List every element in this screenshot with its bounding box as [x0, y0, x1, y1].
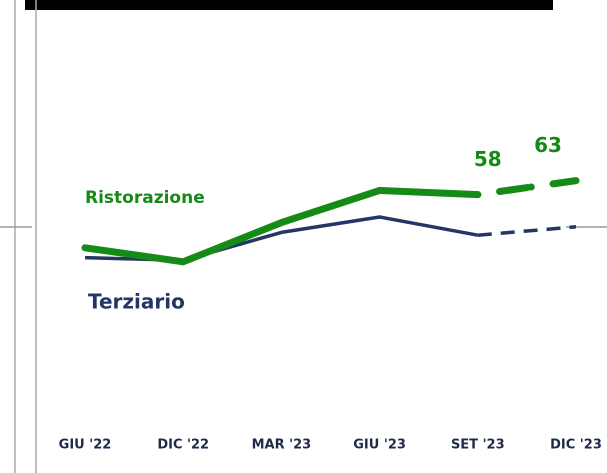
x-tick-label: DIC '23: [550, 438, 602, 453]
x-tick-label: GIU '23: [353, 438, 406, 453]
data-label: 58: [474, 147, 502, 171]
x-tick-label: MAR '23: [252, 438, 312, 453]
x-tick-label: DIC '22: [157, 438, 209, 453]
series-label: Terziario: [88, 290, 185, 314]
x-tick-label: GIU '22: [59, 438, 112, 453]
line: [81, 186, 482, 266]
forecast-line: [477, 225, 577, 237]
series-label: Ristorazione: [85, 188, 205, 208]
forecast-line: [474, 177, 580, 199]
x-tick-label: SET '23: [451, 438, 505, 453]
header-bar: [25, 0, 553, 10]
data-label: 63: [534, 133, 562, 157]
